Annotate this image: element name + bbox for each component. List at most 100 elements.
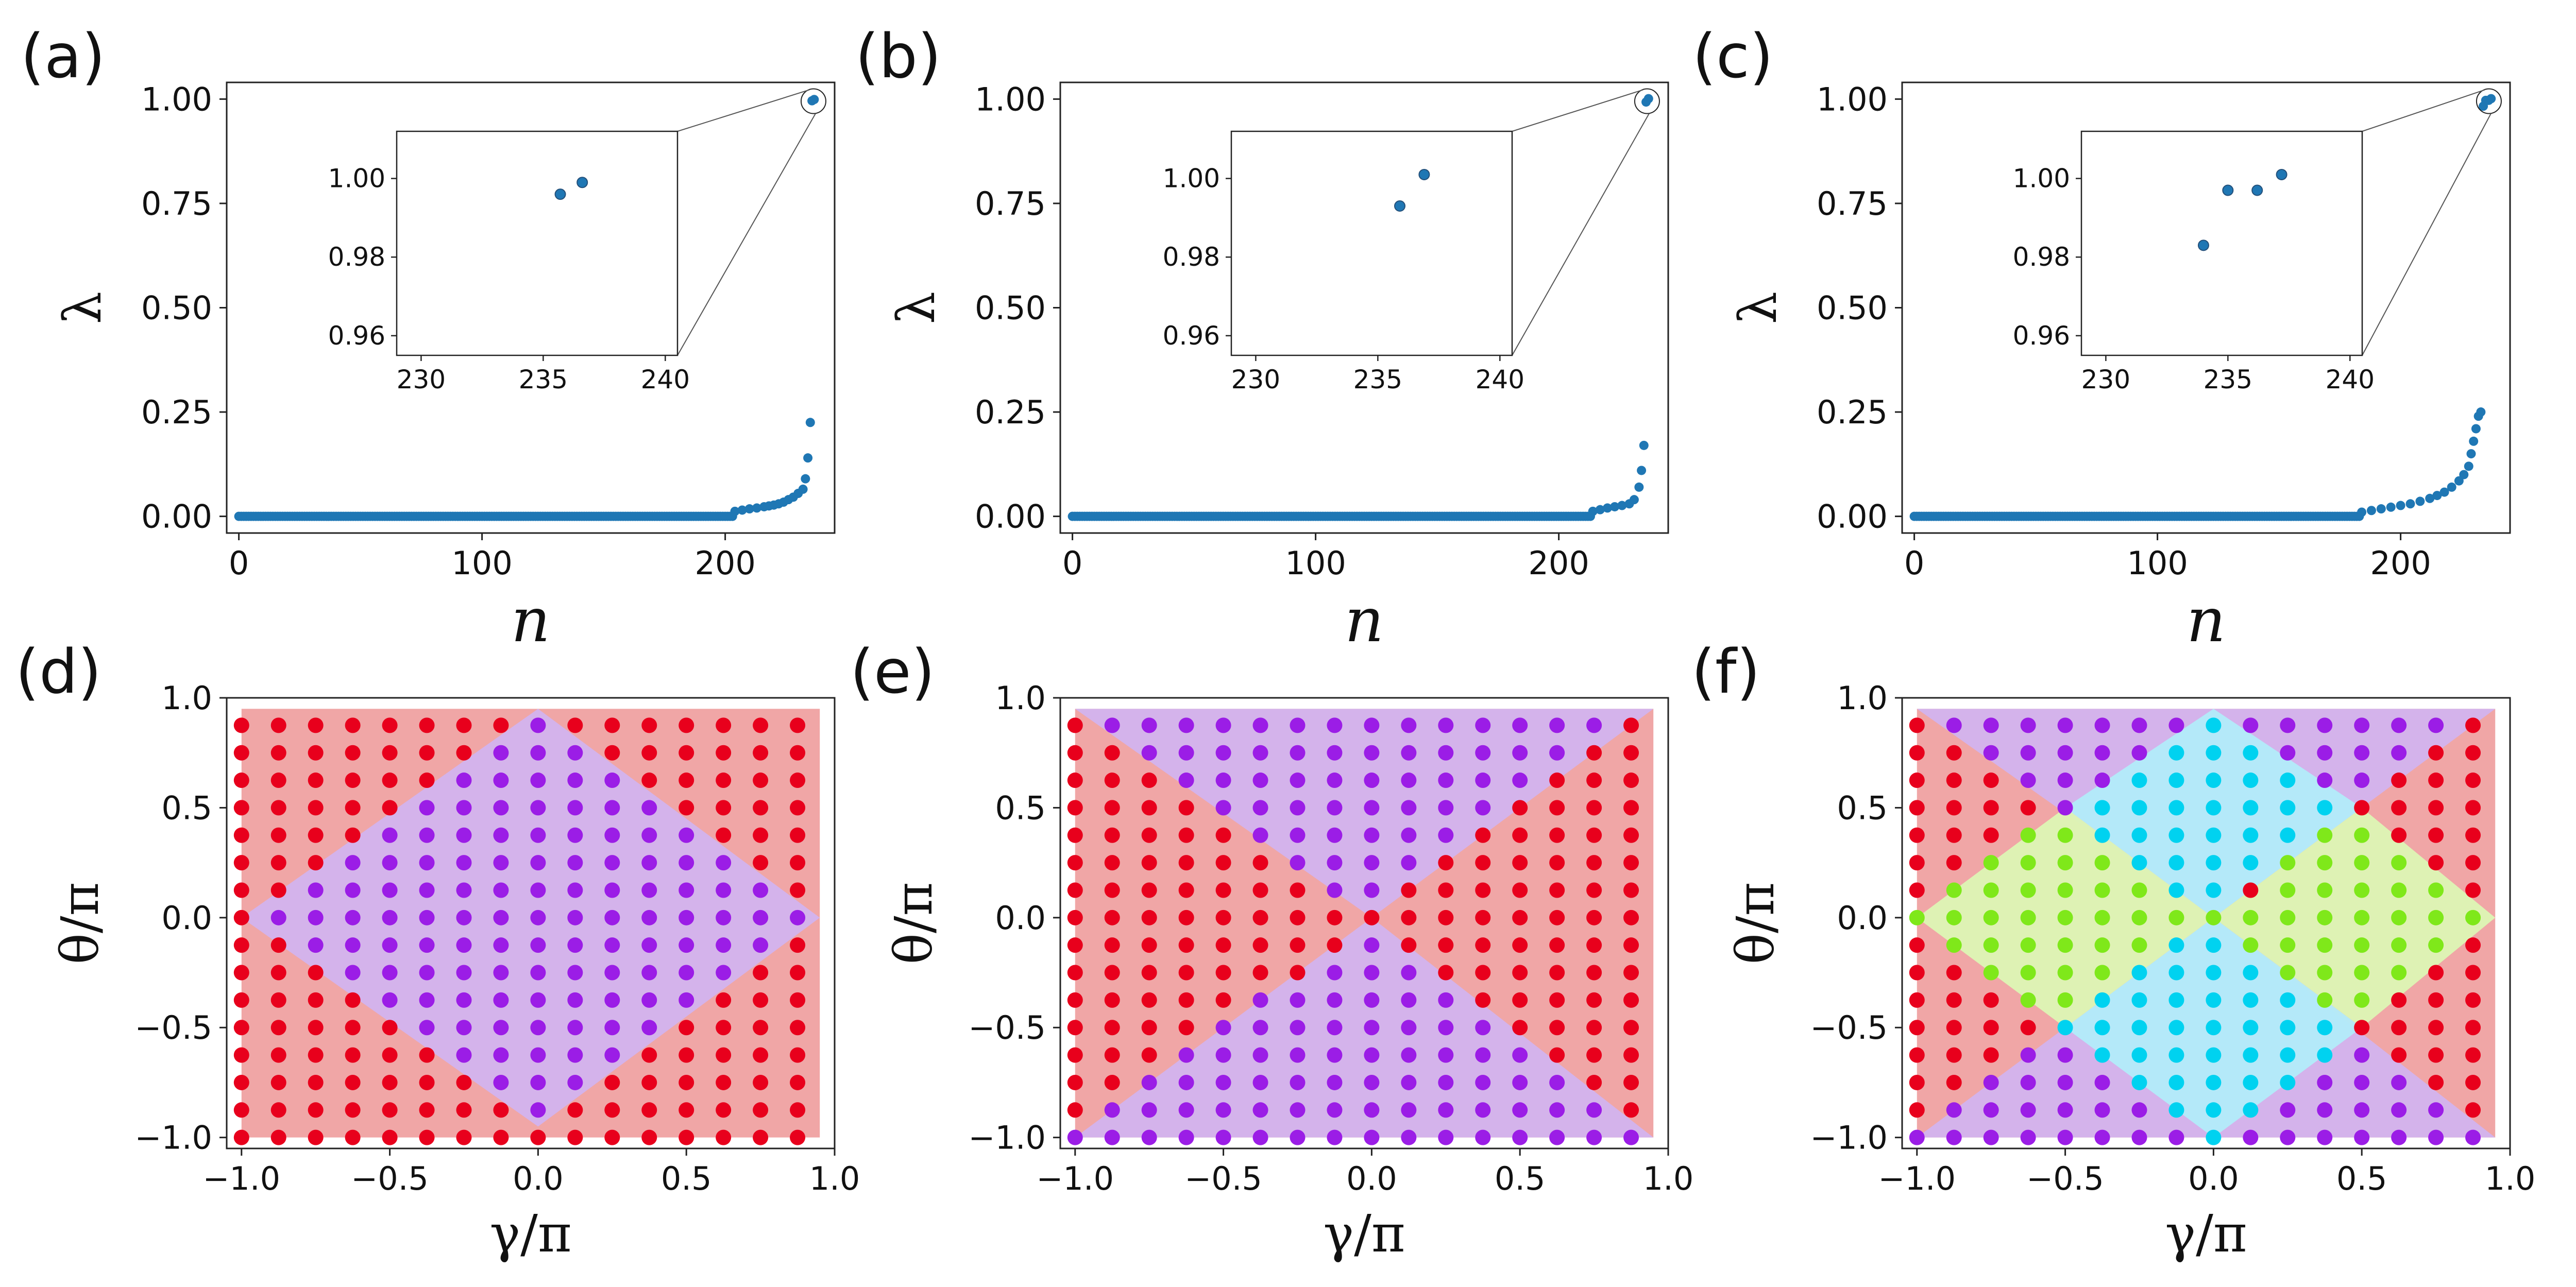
grid-dot-cyan xyxy=(2206,937,2222,953)
grid-dot-purple xyxy=(1364,745,1380,761)
inset: 230 235 240 0.96 0.98 1.00 xyxy=(328,130,690,394)
grid-dot-purple xyxy=(1475,800,1491,816)
panel-label: (e) xyxy=(850,636,935,707)
grid-dot-purple xyxy=(2354,1129,2370,1145)
grid-dot-red xyxy=(1141,800,1157,816)
grid-dot-red xyxy=(1104,800,1120,816)
grid-dot-green xyxy=(2057,827,2073,843)
grid-dot-red xyxy=(790,745,806,761)
grid-dot-purple xyxy=(1401,717,1417,733)
grid-dot-red xyxy=(2465,1047,2481,1063)
x-axis-label: n xyxy=(511,585,550,656)
grid-dot-red xyxy=(679,1074,694,1090)
grid-dot-red xyxy=(2428,992,2444,1008)
inset-data-point xyxy=(2222,184,2234,196)
grid-dot-red xyxy=(753,800,769,816)
y-tick-label: 0.5 xyxy=(1837,789,1888,827)
grid-dot-red xyxy=(790,1074,806,1090)
grid-dot-red xyxy=(2428,827,2444,843)
grid-dot-red xyxy=(1141,855,1157,871)
grid-dot-red xyxy=(456,1074,472,1090)
grid-dot-red xyxy=(641,773,657,788)
data-point xyxy=(1637,466,1647,475)
grid-dot-red xyxy=(2428,1074,2444,1090)
y-tick-label: −0.5 xyxy=(134,1009,212,1046)
grid-dot-red xyxy=(270,717,286,733)
inset-data-point xyxy=(577,177,588,188)
grid-dot-green xyxy=(2094,910,2110,925)
grid-dot-red xyxy=(233,937,249,953)
grid-dot-red xyxy=(1983,827,1999,843)
grid-dot-red xyxy=(1475,992,1491,1008)
grid-dot-red xyxy=(1623,910,1639,925)
y-tick-label: −1.0 xyxy=(1810,1119,1888,1157)
grid-dot-purple xyxy=(308,937,324,953)
grid-dot-red xyxy=(2354,1020,2370,1036)
grid-dot-red xyxy=(1512,1020,1528,1036)
grid-dot-green xyxy=(2057,965,2073,981)
grid-dot-red xyxy=(1983,1020,1999,1036)
y-tick-label: 0.0 xyxy=(1837,899,1888,937)
x-axis-label: n xyxy=(1345,585,1384,656)
grid-dot-cyan xyxy=(2206,745,2222,761)
grid-dot-cyan xyxy=(2206,827,2222,843)
grid-dot-red xyxy=(790,992,806,1008)
y-tick-label: 0.50 xyxy=(975,289,1046,327)
grid-dot-purple xyxy=(1549,1074,1565,1090)
grid-dot-purple xyxy=(2280,745,2296,761)
grid-dot-purple xyxy=(2057,1074,2073,1090)
panel-b: (b) 0 100 200 0.00 0.25 0.50 0.75 1.00 n λ 230 235 24… xyxy=(855,21,1669,656)
grid-dot-red xyxy=(1327,937,1343,953)
grid-dot-red xyxy=(1512,965,1528,981)
data-point xyxy=(2425,493,2435,503)
grid-dot-cyan xyxy=(2243,1020,2259,1036)
data-point xyxy=(737,505,747,515)
grid-dot-red xyxy=(1438,882,1454,898)
grid-dot-purple xyxy=(2020,773,2036,788)
grid-dot-purple xyxy=(1327,745,1343,761)
grid-dot-red xyxy=(1141,827,1157,843)
grid-dot-green xyxy=(2391,910,2407,925)
grid-dot-red xyxy=(345,773,361,788)
grid-dot-green xyxy=(2094,882,2110,898)
grid-dot-purple xyxy=(2354,745,2370,761)
panel-e: (e) −1.0−1.0 −0.5 −0.5 0.0 0.0 0.5 0.5 1.0 1.0 γ/π… xyxy=(850,636,1693,1264)
grid-dot-red xyxy=(270,827,286,843)
grid-dot-purple xyxy=(456,937,472,953)
grid-dot-red xyxy=(308,1020,324,1036)
grid-dot-purple xyxy=(419,1020,435,1036)
grid-dot-purple xyxy=(1983,1074,1999,1090)
grid-dot-red xyxy=(233,910,249,925)
grid-dot-purple xyxy=(456,1020,472,1036)
grid-dot-red xyxy=(345,1074,361,1090)
grid-dot-red xyxy=(1290,910,1306,925)
grid-dot-purple xyxy=(1475,745,1491,761)
grid-dot-red xyxy=(233,773,249,788)
grid-dot-purple xyxy=(1401,1074,1417,1090)
grid-dot-red xyxy=(1549,773,1565,788)
grid-dot-red xyxy=(1067,800,1083,816)
grid-dot-red xyxy=(790,1129,806,1145)
grid-dot-red xyxy=(1104,1047,1120,1063)
inset-data-point xyxy=(554,188,566,200)
grid-dot-purple xyxy=(1549,745,1565,761)
grid-dot-purple xyxy=(1215,717,1231,733)
grid-dot-red xyxy=(641,717,657,733)
x-tick-label: 1.0 xyxy=(2485,1160,2536,1197)
grid-dot-purple xyxy=(679,965,694,981)
x-tick-label: 200 xyxy=(2370,544,2431,582)
grid-dot-cyan xyxy=(2131,1074,2147,1090)
grid-dot-purple xyxy=(753,910,769,925)
grid-dot-cyan xyxy=(2243,745,2259,761)
grid-dot-purple xyxy=(530,910,546,925)
grid-dot-purple xyxy=(1290,1129,1306,1145)
grid-dot-red xyxy=(1104,1074,1120,1090)
grid-dot-purple xyxy=(382,827,398,843)
grid-dot-red xyxy=(1141,773,1157,788)
grid-dot-purple xyxy=(2317,773,2333,788)
grid-dot-purple xyxy=(604,910,620,925)
grid-dot-purple xyxy=(1364,827,1380,843)
grid-dot-purple xyxy=(1364,717,1380,733)
grid-dot-green xyxy=(1983,937,1999,953)
data-point xyxy=(798,484,808,494)
